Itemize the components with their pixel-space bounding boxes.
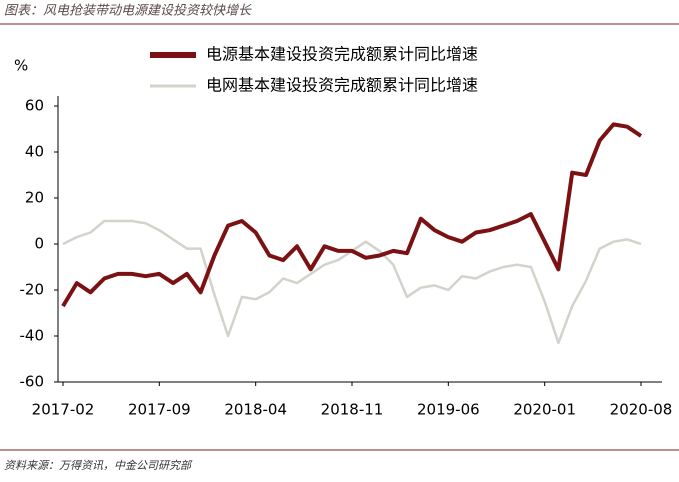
series-line — [62, 219, 642, 345]
y-tick-label: 60 — [25, 97, 44, 115]
legend-label: 电网基本建设投资完成额累计同比增速 — [206, 76, 478, 95]
y-tick-label: -40 — [20, 327, 45, 345]
y-tick-label: 20 — [25, 189, 44, 207]
x-tick-label: 2017-02 — [32, 401, 95, 419]
x-tick-label: 2018-11 — [321, 401, 384, 419]
chart-title: 图表：风电抢装带动电源建设投资较快增长 — [4, 3, 252, 19]
x-tick-label: 2019-06 — [417, 401, 480, 419]
y-tick-label: -60 — [20, 373, 45, 391]
legend-label: 电源基本建设投资完成额累计同比增速 — [206, 45, 478, 64]
x-tick-label: 2017-09 — [128, 401, 191, 419]
y-axis-label: % — [14, 57, 28, 75]
x-tick-label: 2018-04 — [224, 401, 287, 419]
series-line — [61, 122, 643, 308]
y-tick-label: 40 — [25, 143, 44, 161]
source-note: 资料来源：万得资讯，中金公司研究部 — [4, 459, 193, 472]
y-tick-label: -20 — [20, 281, 45, 299]
x-tick-label: 2020-08 — [610, 401, 673, 419]
y-tick-label: 0 — [34, 235, 44, 253]
x-tick-label: 2020-01 — [513, 401, 576, 419]
